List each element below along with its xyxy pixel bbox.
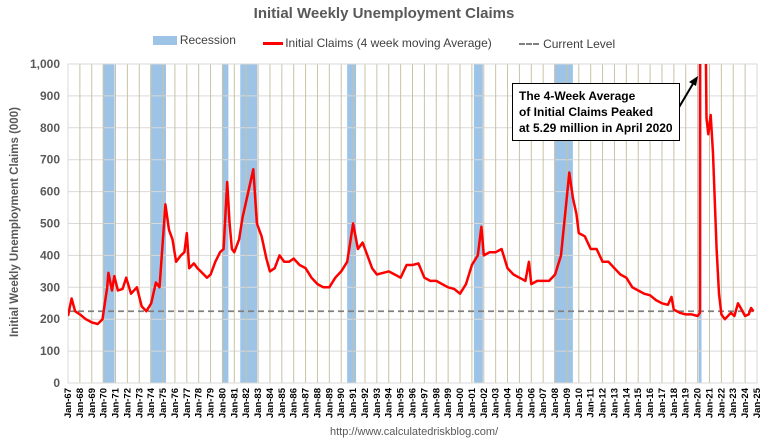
x-tick-label: Jan-73 (134, 388, 145, 418)
legend-label: Recession (179, 33, 236, 47)
legend-label: Current Level (543, 36, 616, 51)
x-tick-label: Jan-16 (645, 388, 656, 418)
x-tick-label: Jan-81 (229, 387, 240, 418)
y-tick-label: 0 (53, 376, 60, 390)
x-tick-label: Jan-10 (574, 388, 585, 418)
x-tick-label: Jan-82 (241, 388, 252, 418)
x-tick-label: Jan-85 (277, 387, 288, 418)
x-tick-label: Jan-12 (598, 388, 609, 418)
recession-swatch (152, 35, 177, 45)
x-tick-label: Jan-02 (479, 388, 490, 418)
x-tick-label: Jan-15 (633, 387, 644, 418)
x-tick-label: Jan-70 (99, 388, 110, 418)
x-tick-label: Jan-72 (122, 388, 133, 418)
x-tick-label: Jan-20 (693, 388, 704, 418)
x-tick-label: Jan-09 (562, 388, 573, 418)
legend: Recession Initial Claims (4 week moving … (0, 33, 768, 51)
x-tick-label: Jan-25 (752, 387, 763, 418)
x-tick-label: Jan-04 (503, 387, 514, 418)
x-tick-label: Jan-93 (372, 388, 383, 418)
x-tick-label: Jan-95 (396, 387, 407, 418)
x-tick-label: Jan-18 (669, 388, 680, 418)
x-tick-label: Jan-13 (609, 388, 620, 418)
x-tick-label: Jan-19 (681, 388, 692, 418)
y-tick-label: 800 (40, 121, 60, 135)
legend-label: Initial Claims (4 week moving Average) (285, 36, 492, 50)
x-tick-label: Jan-79 (206, 388, 217, 418)
x-tick-label: Jan-92 (360, 388, 371, 418)
x-tick-label: Jan-84 (265, 387, 276, 418)
plot-border (67, 63, 758, 384)
x-tick-label: Jan-74 (146, 387, 157, 418)
x-tick-label: Jan-11 (586, 387, 597, 417)
y-tick-label: 300 (40, 280, 60, 294)
x-tick-label: Jan-97 (419, 388, 430, 418)
annotation-line: The 4-Week Average (519, 89, 636, 103)
x-tick-label: Jan-90 (336, 388, 347, 418)
peak-annotation: The 4-Week Average of Initial Claims Pea… (512, 83, 680, 141)
x-tick-label: Jan-89 (324, 388, 335, 418)
y-tick-label: 600 (40, 185, 60, 199)
x-tick-label: Jan-24 (740, 387, 751, 418)
arrow-head-icon (689, 76, 698, 86)
x-tick-label: Jan-68 (75, 388, 86, 418)
x-tick-label: Jan-71 (111, 387, 122, 418)
x-tick-label: Jan-87 (301, 388, 312, 418)
x-tick-label: Jan-88 (312, 388, 323, 418)
y-tick-label: 400 (40, 248, 60, 262)
x-tick-label: Jan-14 (621, 387, 632, 418)
y-tick-label: 200 (40, 312, 60, 326)
x-tick-label: Jan-96 (408, 388, 419, 418)
chart-title: Initial Weekly Unemployment Claims (253, 5, 515, 22)
x-tick-label: Jan-76 (170, 388, 181, 418)
source-url: http://www.calculatedriskblog.com/ (330, 426, 499, 438)
x-tick-label: Jan-07 (538, 388, 549, 418)
legend-recession: Recession (152, 33, 236, 47)
x-tick-label: Jan-22 (716, 388, 727, 418)
annotation-line: at 5.29 million in April 2020 (519, 121, 673, 135)
x-tick-label: Jan-05 (514, 387, 525, 418)
legend-claims: Initial Claims (4 week moving Average) (263, 36, 492, 50)
x-tick-label: Jan-23 (728, 388, 739, 418)
x-tick-label: Jan-67 (63, 388, 74, 418)
x-tick-label: Jan-94 (384, 387, 395, 418)
x-tick-label: Jan-75 (158, 387, 169, 418)
claims-line (68, 64, 755, 326)
x-tick-label: Jan-77 (182, 388, 193, 418)
x-tick-label: Jan-21 (704, 387, 715, 418)
claims-swatch (263, 41, 284, 45)
x-tick-label: Jan-78 (194, 388, 205, 418)
x-tick-label: Jan-86 (289, 388, 300, 418)
y-tick-label: 700 (40, 153, 60, 167)
x-tick-label: Jan-98 (431, 388, 442, 418)
legend-current: Current Level (519, 37, 615, 51)
x-tick-label: Jan-03 (491, 388, 502, 418)
y-tick-label: 900 (40, 89, 60, 103)
x-tick-label: Jan-80 (217, 388, 228, 418)
annotation-line: of Initial Claims Peaked (519, 105, 654, 119)
x-tick-label: Jan-69 (87, 388, 98, 418)
x-tick-label: Jan-99 (443, 388, 454, 418)
x-tick-label: Jan-17 (657, 388, 668, 418)
x-tick-label: Jan-01 (467, 387, 478, 418)
y-tick-label: 100 (40, 344, 60, 358)
x-tick-label: Jan-00 (455, 388, 466, 418)
y-tick-label: 500 (40, 217, 60, 231)
y-tick-label: 1,000 (30, 57, 60, 71)
current-swatch (519, 42, 540, 45)
x-tick-label: Jan-91 (348, 387, 359, 418)
x-tick-label: Jan-08 (550, 388, 561, 418)
x-tick-label: Jan-83 (253, 388, 264, 418)
x-tick-label: Jan-06 (526, 388, 537, 418)
